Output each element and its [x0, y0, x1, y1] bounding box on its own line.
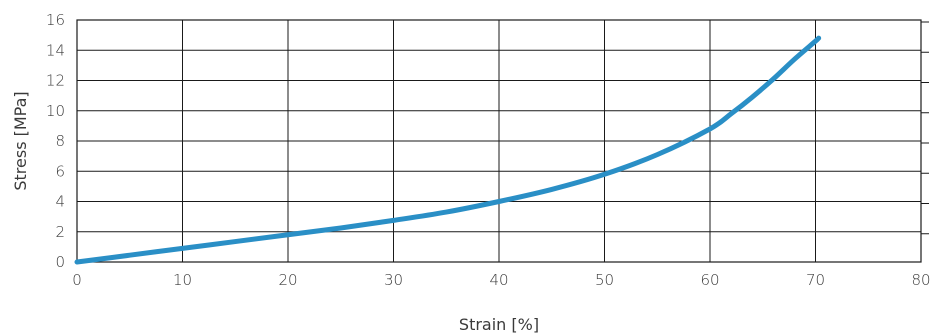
y-tick-label: 12 [46, 72, 65, 90]
x-tick-label: 60 [700, 271, 719, 289]
x-tick-label: 30 [384, 271, 403, 289]
y-tick-label: 14 [46, 41, 65, 59]
y-tick-labels: 0 2 4 6 8 10 12 14 16 [46, 11, 65, 271]
x-tick-label: 50 [595, 271, 614, 289]
x-tick-label: 40 [489, 271, 508, 289]
y-tick-label: 16 [46, 11, 65, 29]
x-axis-title: Strain [%] [459, 315, 539, 334]
x-tick-label: 10 [173, 271, 192, 289]
grid-lines [77, 20, 921, 262]
x-tick-label: 70 [806, 271, 825, 289]
x-tick-labels: 0 10 20 30 40 50 60 70 80 [72, 271, 930, 289]
series-line [74, 35, 822, 265]
y-axis-title: Stress [MPa] [11, 91, 30, 190]
y-tick-label: 2 [55, 223, 65, 241]
right-axis-ticks [921, 21, 929, 235]
y-tick-label: 8 [55, 132, 65, 150]
series-layer [74, 35, 822, 265]
y-tick-label: 0 [55, 253, 65, 271]
x-tick-label: 80 [911, 271, 930, 289]
y-tick-label: 10 [46, 102, 65, 120]
x-tick-label: 20 [278, 271, 297, 289]
plot-frame [76, 19, 922, 263]
y-tick-label: 6 [55, 162, 65, 180]
x-tick-label: 0 [72, 271, 82, 289]
y-tick-label: 4 [55, 193, 65, 211]
